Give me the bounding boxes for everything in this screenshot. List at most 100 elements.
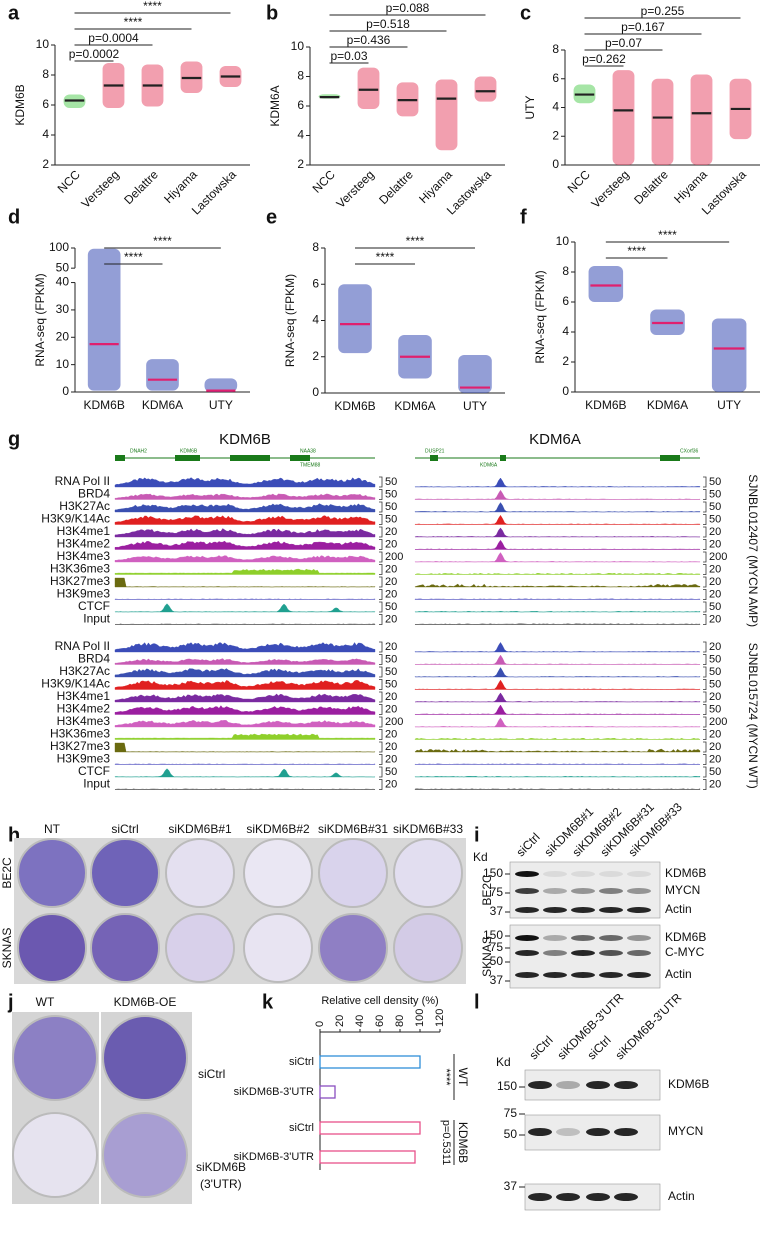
plate (243, 913, 313, 983)
track-scale: 20 (709, 728, 721, 740)
dot-spread (357, 67, 380, 109)
band-label: KDM6B (665, 930, 706, 944)
scale-bracket (703, 476, 707, 488)
y-tick-label: 4 (312, 313, 319, 327)
band (543, 972, 567, 978)
signal-track (414, 623, 701, 625)
scale-bracket (379, 729, 383, 740)
y-tick-label: 10 (291, 39, 305, 53)
signal-track (414, 502, 701, 513)
signal-track (414, 704, 701, 715)
scale-bracket (703, 729, 707, 740)
track-scale: 200 (709, 551, 727, 563)
column-label: NT (44, 822, 61, 836)
scale-bracket (703, 691, 707, 703)
row-label: BE2C (0, 857, 14, 889)
band (586, 1193, 610, 1201)
sample-name: SJNBL015724 (MYCN WT) (746, 643, 760, 789)
y-tick-label: 30 (56, 302, 70, 316)
band (515, 888, 539, 894)
band-label: Actin (668, 1189, 695, 1203)
row-label: siKDM6B (196, 1160, 246, 1174)
marker-label: 75 (504, 1106, 518, 1120)
gene-name: DUSP21 (425, 448, 445, 454)
x-tick-label: Delattre (376, 167, 416, 207)
track-label: BRD4 (78, 487, 110, 501)
y-tick-label: siKDM6B-3'UTR (234, 1086, 314, 1098)
track-scale: 20 (709, 563, 721, 575)
track-scale: 50 (385, 653, 397, 665)
gene-name: DNAH2 (130, 448, 147, 454)
dot-spread (435, 79, 458, 151)
y-tick-label: 2 (42, 157, 49, 171)
y-tick-label: 6 (562, 294, 569, 308)
signal-track (114, 515, 376, 525)
signal-track (114, 705, 376, 715)
band-label: C-MYC (665, 945, 705, 959)
track-label: H3K9me3 (57, 752, 111, 766)
scale-bracket (379, 539, 383, 550)
plate (165, 838, 235, 908)
signal-track (414, 788, 701, 790)
significance-label: **** (406, 234, 425, 248)
signal-track (414, 598, 701, 600)
gene-name: CXorf36 (680, 448, 699, 454)
x-tick-label: KDM6B (334, 399, 375, 413)
band (571, 907, 595, 913)
row-label: (3'UTR) (200, 1177, 242, 1191)
scale-bracket (379, 691, 383, 703)
group-label: KDM6B (456, 1122, 470, 1163)
band (543, 907, 567, 913)
track-scale: 200 (385, 716, 403, 728)
scale-bracket (703, 551, 707, 563)
signal-track (414, 514, 701, 525)
y-tick-label: 0 (62, 384, 69, 398)
band (543, 935, 567, 941)
scale-bracket (703, 564, 707, 575)
band (627, 888, 651, 894)
track-scale: 50 (709, 513, 721, 525)
signal-track (114, 658, 376, 665)
bar (319, 1121, 421, 1135)
band-label: Actin (665, 902, 692, 916)
column-label: siKDM6B#1 (168, 822, 232, 836)
panel-letter: g (8, 428, 20, 450)
panel-letter: c (520, 2, 531, 24)
bar (319, 1055, 421, 1069)
track-label: H3K27Ac (59, 664, 110, 678)
band (515, 907, 539, 913)
track-scale: 20 (709, 526, 721, 538)
plate (17, 838, 87, 908)
y-tick-label: 6 (552, 71, 559, 85)
y-tick-label: 10 (556, 234, 570, 248)
signal-track (114, 623, 376, 625)
y-tick-label: siCtrl (289, 1056, 314, 1068)
scale-bracket (379, 654, 383, 665)
scale-bracket (379, 766, 383, 778)
x-tick-label: KDM6B (83, 398, 124, 412)
track-scale: 50 (385, 476, 397, 488)
x-tick-label: 40 (354, 1015, 366, 1027)
signal-track (114, 528, 376, 538)
track-scale: 200 (385, 551, 403, 563)
band (543, 871, 567, 877)
band (556, 1081, 580, 1089)
x-tick-label: KDM6A (647, 398, 688, 412)
track-label: H3K4me1 (57, 524, 111, 538)
track-label: H3K27Ac (59, 499, 110, 513)
gene-name: KDM6B (180, 448, 198, 454)
band-label: MYCN (668, 1124, 703, 1138)
signal-track (414, 552, 701, 563)
signal-track (114, 742, 376, 753)
x-tick-label: Versteeg (588, 167, 631, 210)
signal-track (414, 717, 701, 728)
plate (12, 1112, 98, 1198)
marker-label: 75 (490, 885, 504, 899)
plate (243, 838, 313, 908)
x-tick-label: NCC (565, 167, 594, 196)
track-scale: 50 (709, 666, 721, 678)
exon (175, 455, 200, 461)
x-tick-label: KDM6A (394, 399, 435, 413)
track-scale: 20 (385, 703, 397, 715)
track-scale: 20 (385, 588, 397, 600)
